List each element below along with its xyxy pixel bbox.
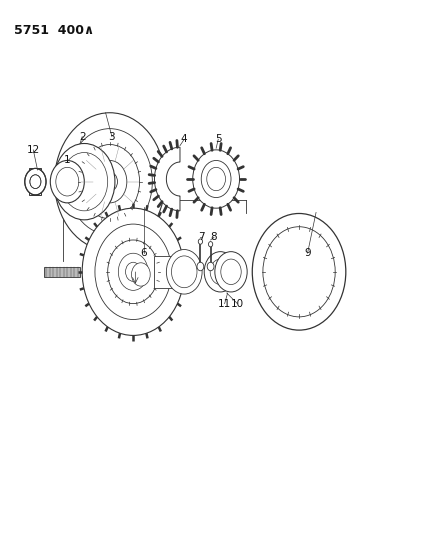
Circle shape (201, 160, 231, 198)
Circle shape (54, 143, 115, 220)
Circle shape (102, 172, 117, 191)
Text: 12: 12 (27, 145, 40, 155)
Circle shape (82, 208, 184, 335)
Text: 8: 8 (211, 232, 217, 243)
Circle shape (118, 253, 148, 290)
Text: 5: 5 (215, 134, 222, 144)
Circle shape (30, 175, 41, 189)
Circle shape (54, 113, 165, 251)
Text: 5751  400∧: 5751 400∧ (14, 24, 94, 37)
Circle shape (215, 252, 247, 292)
Circle shape (208, 241, 213, 247)
Polygon shape (155, 147, 180, 211)
Circle shape (56, 167, 79, 196)
Text: 7: 7 (198, 232, 205, 243)
Circle shape (172, 256, 197, 288)
Circle shape (131, 263, 150, 286)
Text: 9: 9 (304, 248, 311, 259)
Bar (44, 267, 80, 277)
Bar (155, 256, 188, 288)
Text: 4: 4 (181, 134, 187, 144)
Text: 6: 6 (140, 248, 147, 259)
Bar (30, 168, 42, 195)
Circle shape (25, 168, 46, 195)
Circle shape (100, 174, 112, 189)
Circle shape (204, 252, 237, 292)
Circle shape (198, 239, 202, 244)
Circle shape (193, 150, 240, 208)
Circle shape (108, 240, 159, 304)
Circle shape (207, 262, 214, 271)
Circle shape (93, 160, 127, 203)
Circle shape (207, 167, 226, 191)
Circle shape (61, 152, 108, 211)
Text: 11: 11 (218, 298, 231, 309)
Circle shape (263, 227, 335, 317)
Text: 10: 10 (231, 298, 244, 309)
Circle shape (80, 144, 140, 219)
Circle shape (50, 160, 84, 203)
Text: 1: 1 (64, 156, 71, 165)
Text: 3: 3 (109, 132, 115, 142)
Circle shape (125, 262, 141, 281)
Circle shape (252, 214, 346, 330)
Circle shape (95, 224, 172, 319)
Circle shape (67, 128, 152, 235)
Circle shape (210, 259, 231, 285)
Text: 2: 2 (79, 132, 86, 142)
Circle shape (166, 249, 202, 294)
Circle shape (221, 259, 241, 285)
Circle shape (197, 262, 204, 271)
